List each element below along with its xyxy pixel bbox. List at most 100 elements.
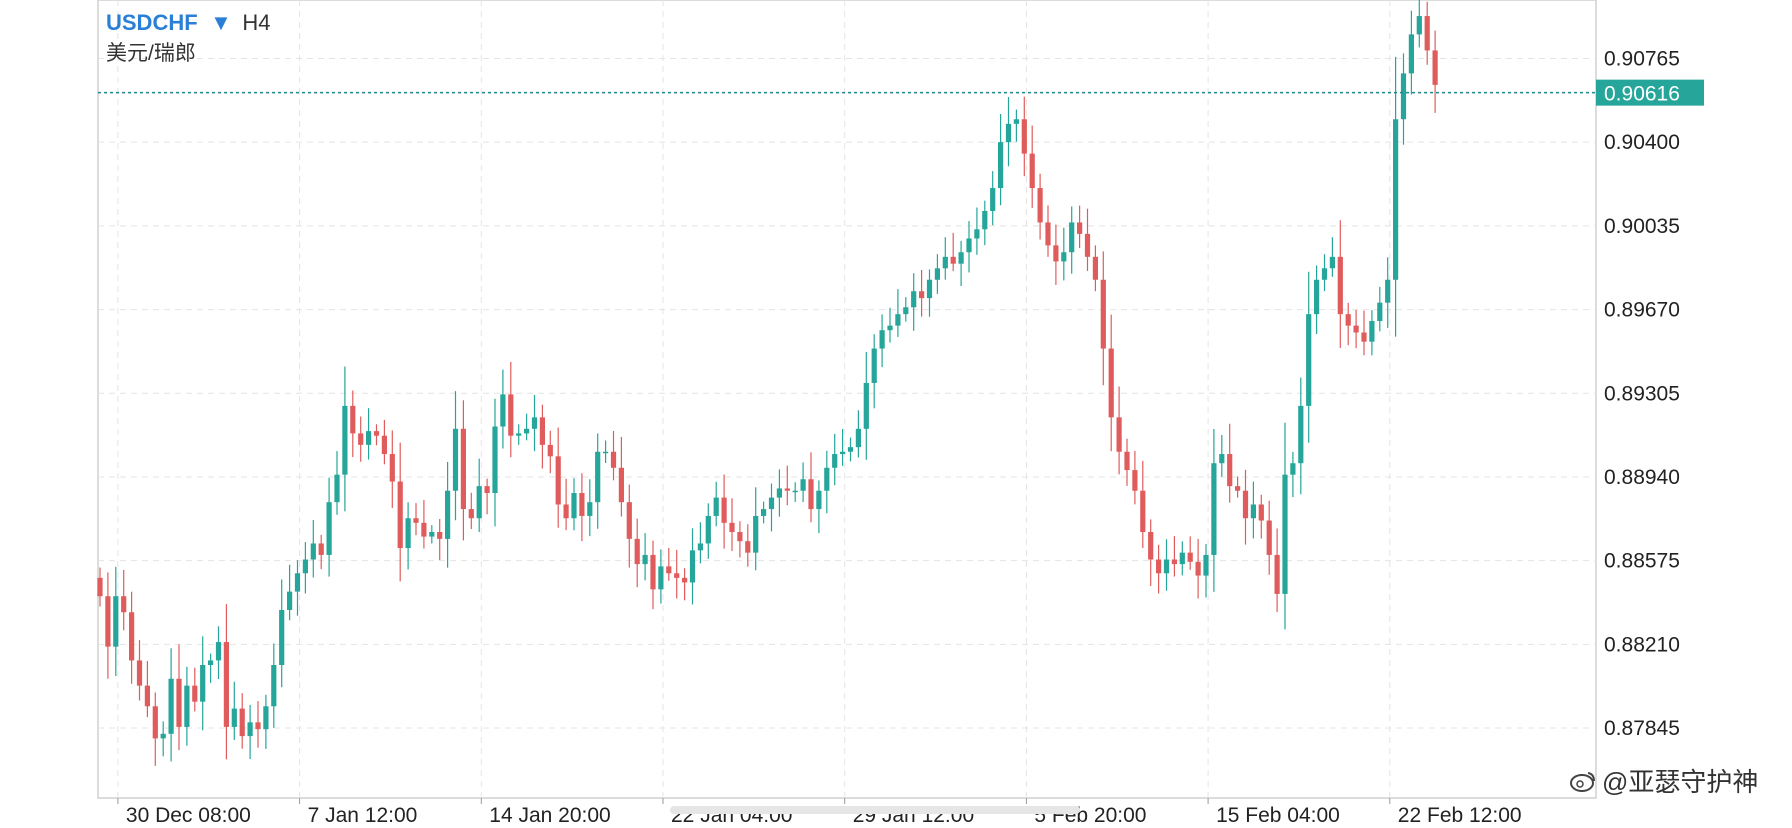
- candle-body: [555, 456, 561, 505]
- candle-body: [524, 428, 530, 434]
- candle-body: [129, 612, 135, 661]
- candle-body: [998, 142, 1004, 189]
- candle-body: [1100, 279, 1106, 349]
- symbol-label[interactable]: USDCHF: [106, 10, 198, 35]
- candle-body: [1203, 554, 1209, 576]
- candle-body: [1124, 451, 1130, 471]
- candle-body: [1235, 486, 1241, 491]
- candle-body: [990, 188, 996, 211]
- candle-body: [389, 454, 395, 482]
- candle-body: [808, 479, 814, 510]
- candle-body: [350, 405, 356, 434]
- candle-body: [1416, 16, 1422, 35]
- candle-body: [1219, 454, 1225, 464]
- candle-body: [697, 543, 703, 551]
- candle-body: [1290, 463, 1296, 475]
- candle-body: [713, 497, 719, 516]
- candle-body: [460, 428, 466, 510]
- candle-body: [1385, 279, 1391, 303]
- pair-subtitle: 美元/瑞郎: [106, 42, 196, 65]
- candle-body: [926, 279, 933, 299]
- last-price-line: 0.90616: [98, 79, 1704, 106]
- candle-body: [381, 435, 387, 455]
- candle-body: [160, 733, 166, 739]
- candle-body: [650, 554, 656, 590]
- candle-body: [500, 394, 506, 427]
- candle-body: [413, 518, 419, 523]
- candle-body: [1195, 561, 1201, 576]
- timeframe-label[interactable]: H4: [242, 10, 270, 35]
- candle-body: [705, 515, 711, 544]
- candle-body: [855, 428, 861, 448]
- candle-body: [531, 417, 538, 429]
- last-price-badge: [1596, 79, 1704, 106]
- candle-body: [942, 256, 948, 269]
- candle-body: [1266, 520, 1272, 555]
- candle-body: [587, 502, 593, 516]
- candle-body: [958, 252, 964, 264]
- candle-body: [192, 685, 198, 702]
- candle-body: [508, 394, 514, 436]
- candle-body: [113, 596, 119, 647]
- candle-body: [1353, 325, 1359, 333]
- candle-body: [919, 291, 925, 299]
- candle-body: [626, 502, 632, 539]
- x-tick-label: 15 Feb 04:00: [1216, 804, 1340, 827]
- y-tick-label: 0.87845: [1604, 717, 1680, 740]
- weibo-logo-icon: [1570, 772, 1595, 792]
- y-tick-label: 0.88210: [1604, 633, 1680, 656]
- candle-body: [579, 493, 585, 516]
- horizontal-scrollbar[interactable]: [670, 806, 1080, 814]
- candle-body: [618, 467, 624, 503]
- candle-body: [105, 596, 111, 647]
- candle-body: [1227, 454, 1233, 487]
- candle-body: [176, 678, 182, 727]
- candle-body: [484, 486, 490, 494]
- symbol-dropdown-icon[interactable]: ▼: [210, 10, 232, 35]
- watermark: @亚瑟守护神: [1570, 767, 1758, 797]
- candle-body: [1171, 559, 1177, 565]
- candle-body: [452, 428, 459, 491]
- candle-body: [982, 210, 988, 230]
- x-tick-label: 14 Jan 20:00: [489, 804, 610, 827]
- candle-body: [1306, 314, 1312, 406]
- candle-body: [674, 573, 680, 578]
- candle-body: [610, 451, 617, 468]
- candle-body: [366, 431, 372, 445]
- candle-body: [847, 447, 854, 452]
- candle-body: [397, 481, 403, 549]
- candle-body: [492, 426, 498, 494]
- candle-body: [1345, 314, 1351, 326]
- x-tick-label: 7 Jan 12:00: [308, 804, 418, 827]
- candle-body: [405, 518, 411, 549]
- candle-body: [1274, 554, 1280, 594]
- candle-body: [1408, 34, 1414, 74]
- candle-body: [832, 454, 838, 468]
- candle-body: [334, 474, 340, 503]
- y-tick-label: 0.89670: [1604, 299, 1680, 322]
- header-line: USDCHF ▼ H4: [106, 10, 270, 35]
- candle-body: [1179, 552, 1185, 565]
- candle-body: [287, 591, 293, 610]
- y-tick-label: 0.88575: [1604, 550, 1680, 573]
- candle-body: [1069, 222, 1075, 253]
- candle-body: [595, 451, 601, 503]
- candle-body: [310, 543, 316, 560]
- candle-body: [1337, 256, 1343, 315]
- candle-body: [658, 566, 664, 590]
- candle-body: [421, 522, 427, 537]
- candle-body: [903, 307, 909, 315]
- x-tick-label: 30 Dec 08:00: [126, 804, 251, 827]
- y-tick-label: 0.90765: [1604, 47, 1680, 70]
- candle-body: [642, 554, 648, 565]
- candle-body: [753, 515, 759, 553]
- candle-body: [1187, 552, 1193, 562]
- candle-body: [966, 238, 972, 253]
- candle-body: [318, 543, 324, 555]
- candle-body: [342, 405, 348, 475]
- candle-body: [571, 493, 577, 519]
- candle-body: [263, 706, 269, 730]
- candle-body: [121, 596, 127, 613]
- plot-area[interactable]: [97, 0, 1597, 799]
